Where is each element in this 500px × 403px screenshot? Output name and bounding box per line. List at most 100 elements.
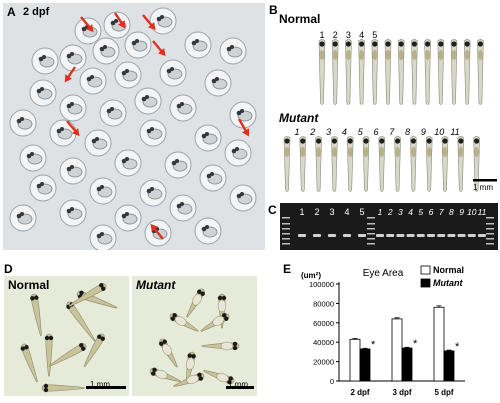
normal-larva-number: 2 xyxy=(333,30,338,40)
embryo xyxy=(74,17,102,45)
gel-band xyxy=(427,234,435,237)
embryo xyxy=(89,177,117,205)
panel-d-normal: Normal 1 mm xyxy=(4,276,129,396)
mutant-larva-number: 2 xyxy=(309,127,315,137)
red-arrow xyxy=(66,120,80,137)
gel-lane-number: 2 xyxy=(314,207,319,217)
gel-lane-number: 3 xyxy=(329,207,334,217)
embryo xyxy=(184,31,212,59)
panel-e-label: E xyxy=(283,262,292,276)
larva xyxy=(394,136,401,192)
embryo xyxy=(149,7,177,35)
embryo xyxy=(84,129,112,157)
significance-star: * xyxy=(413,338,418,350)
y-tick-label: 20000 xyxy=(313,358,334,367)
gel-lane-number: 11 xyxy=(478,207,487,217)
embryo xyxy=(9,109,37,137)
panel-b: 1 2 3 4 5 1 2 3 4 5 6 7 8 9 10 11 B Normal Mutant 1 mm xyxy=(267,3,500,200)
mutant-larva-number: 4 xyxy=(342,127,347,137)
red-arrow xyxy=(237,118,249,137)
legend-swatch xyxy=(420,278,431,288)
embryo xyxy=(229,184,257,212)
mutant-larva-number: 10 xyxy=(434,127,444,137)
mutant-larva-number: 6 xyxy=(373,127,378,137)
larva xyxy=(331,39,339,105)
bar xyxy=(349,338,361,382)
embryo xyxy=(59,199,87,227)
embryo xyxy=(114,204,142,232)
embryo xyxy=(114,61,142,89)
gel-band xyxy=(478,234,486,237)
embryo xyxy=(159,59,187,87)
larva xyxy=(424,39,431,105)
larva xyxy=(397,39,405,105)
embryo xyxy=(103,11,131,39)
gel-band xyxy=(328,234,336,237)
gel-band xyxy=(437,234,446,237)
panel-d-label: D xyxy=(4,262,13,276)
panel-a: A 2 dpf xyxy=(3,3,265,250)
embryo xyxy=(89,224,117,250)
normal-larvae-image xyxy=(20,283,126,393)
gel-lane-number: 4 xyxy=(408,207,413,217)
gel-lane-number: 3 xyxy=(398,207,403,217)
embryo xyxy=(29,79,57,107)
larva xyxy=(200,313,230,332)
gel-lane-number: 5 xyxy=(418,207,423,217)
gel-band xyxy=(447,234,456,237)
larva xyxy=(346,136,354,192)
larva xyxy=(173,372,205,388)
y-tick-label: 100000 xyxy=(309,280,334,289)
scale-bar xyxy=(473,179,497,182)
larva xyxy=(44,333,54,377)
panel-b-normal-label: Normal xyxy=(279,12,321,26)
panel-d-mutant-label: Mutant xyxy=(136,278,176,292)
gel-lane-number: 5 xyxy=(359,207,364,217)
embryo xyxy=(59,44,87,72)
embryo-dish-image xyxy=(9,7,257,250)
larva xyxy=(48,343,87,367)
mutant-larvae-image xyxy=(149,288,254,389)
gel-image: 1 2 3 4 5 1 2 3 4 5 6 7 8 9 10 11 xyxy=(282,207,494,245)
chart-title: Eye Area xyxy=(363,268,404,279)
panel-b-mutant-label: Mutant xyxy=(279,111,319,125)
embryo xyxy=(219,37,247,65)
larva xyxy=(441,136,449,192)
gel-band xyxy=(457,234,466,237)
larva xyxy=(473,136,480,192)
larva xyxy=(83,333,105,367)
scale-bar xyxy=(226,386,254,389)
x-tick-label: 5 dpf xyxy=(434,388,453,397)
panel-e-chart: Eye Area (um²) 0 20000 40000 60000 80000 100000… xyxy=(283,262,500,403)
bar xyxy=(359,348,371,382)
y-tick-label: 40000 xyxy=(313,338,334,347)
embryo xyxy=(229,101,257,129)
red-arrow xyxy=(64,66,76,83)
larva xyxy=(331,136,338,192)
embryo xyxy=(49,119,77,147)
mutant-larva-number: 11 xyxy=(450,127,459,137)
larva xyxy=(149,367,181,383)
panel-b-label: B xyxy=(269,3,278,17)
larva xyxy=(169,313,199,332)
larva xyxy=(425,136,433,192)
larva xyxy=(217,293,227,329)
gel-lane-number: 1 xyxy=(299,207,304,217)
eye-area-chart: Eye Area (um²) 0 20000 40000 60000 80000 100000… xyxy=(301,265,465,397)
gel-lane-number: 2 xyxy=(387,207,393,217)
panel-d-normal-label: Normal xyxy=(8,278,50,292)
embryo xyxy=(92,37,120,65)
larva xyxy=(457,136,465,192)
ladder-lane xyxy=(367,217,375,245)
panel-c-label: C xyxy=(268,203,277,217)
scale-bar xyxy=(86,386,126,389)
panel-b-scale-label: 1 mm xyxy=(473,183,493,192)
gel-lane-number: 4 xyxy=(344,207,349,217)
larva xyxy=(20,343,38,383)
mutant-larva-number: 8 xyxy=(405,127,410,137)
legend-swatch xyxy=(420,265,431,275)
larva xyxy=(345,39,352,105)
larva xyxy=(378,136,386,192)
larvae-lineup-image: 1 2 3 4 51 2 3 4 5 6 7 8 9 10 11 xyxy=(283,30,497,192)
gel-band xyxy=(467,234,476,237)
